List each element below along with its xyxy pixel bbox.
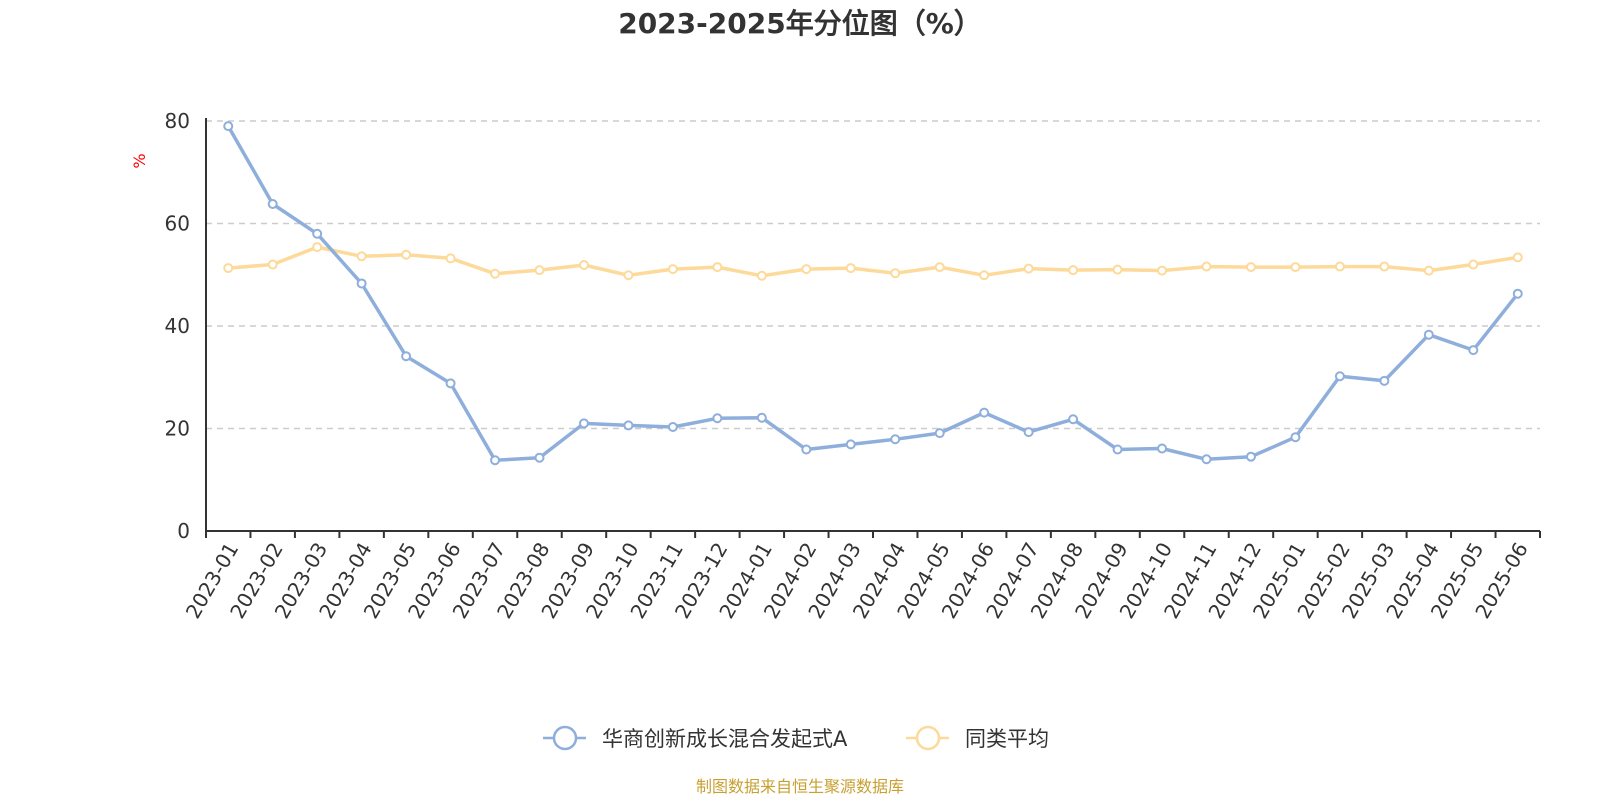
- data-point[interactable]: [1379, 261, 1390, 272]
- y-tick-label: 0: [177, 519, 190, 543]
- data-point[interactable]: [1245, 262, 1256, 273]
- data-source-note: 制图数据来自恒生聚源数据库: [696, 777, 904, 796]
- data-point[interactable]: [1334, 261, 1345, 272]
- chart-title: 2023-2025年分位图（%）: [618, 7, 982, 40]
- data-point[interactable]: [1023, 427, 1034, 438]
- data-point[interactable]: [845, 439, 856, 450]
- series-lines: [223, 121, 1523, 466]
- data-point[interactable]: [712, 262, 723, 273]
- data-point[interactable]: [534, 452, 545, 463]
- gridlines: [206, 120, 1540, 430]
- legend-circle-icon: [552, 725, 578, 751]
- series-fund: [223, 121, 1523, 466]
- data-point[interactable]: [1245, 451, 1256, 462]
- data-point[interactable]: [356, 278, 367, 289]
- data-point[interactable]: [490, 268, 501, 279]
- data-point[interactable]: [401, 351, 412, 362]
- data-point[interactable]: [845, 263, 856, 274]
- data-point[interactable]: [1068, 265, 1079, 276]
- data-point[interactable]: [890, 434, 901, 445]
- data-point[interactable]: [890, 268, 901, 279]
- data-point[interactable]: [1468, 259, 1479, 270]
- data-point[interactable]: [979, 270, 990, 281]
- data-point[interactable]: [1423, 265, 1434, 276]
- data-point[interactable]: [1512, 288, 1523, 299]
- data-point[interactable]: [1290, 262, 1301, 273]
- data-point[interactable]: [756, 412, 767, 423]
- data-point[interactable]: [1423, 329, 1434, 340]
- y-tick-label: 60: [165, 212, 190, 236]
- y-tick-label: 20: [165, 417, 190, 441]
- data-point[interactable]: [1157, 265, 1168, 276]
- data-point[interactable]: [534, 265, 545, 276]
- data-point[interactable]: [1157, 443, 1168, 454]
- data-point[interactable]: [934, 262, 945, 273]
- y-tick-label: 80: [165, 109, 190, 133]
- data-point[interactable]: [578, 418, 589, 429]
- data-point[interactable]: [578, 260, 589, 271]
- legend-label: 华商创新成长混合发起式A: [602, 727, 848, 751]
- data-point[interactable]: [1334, 371, 1345, 382]
- data-point[interactable]: [312, 242, 323, 253]
- data-point[interactable]: [801, 444, 812, 455]
- data-point[interactable]: [1112, 444, 1123, 455]
- legend: 华商创新成长混合发起式A 同类平均: [543, 725, 1049, 751]
- legend-item-fund[interactable]: 华商创新成长混合发起式A: [543, 725, 848, 751]
- series-average: [223, 242, 1523, 281]
- data-point[interactable]: [267, 259, 278, 270]
- data-point[interactable]: [1112, 264, 1123, 275]
- data-point[interactable]: [445, 378, 456, 389]
- data-point[interactable]: [445, 253, 456, 264]
- legend-circle-icon: [915, 725, 941, 751]
- legend-label: 同类平均: [965, 727, 1049, 751]
- data-point[interactable]: [490, 455, 501, 466]
- axes: 0204060802023-012023-022023-032023-04202…: [165, 109, 1541, 623]
- data-point[interactable]: [1379, 375, 1390, 386]
- data-point[interactable]: [267, 199, 278, 210]
- data-point[interactable]: [223, 263, 234, 274]
- data-point[interactable]: [356, 251, 367, 262]
- legend-item-average[interactable]: 同类平均: [906, 725, 1049, 751]
- data-point[interactable]: [801, 264, 812, 275]
- data-point[interactable]: [1512, 252, 1523, 263]
- data-point[interactable]: [623, 420, 634, 431]
- data-point[interactable]: [1068, 414, 1079, 425]
- y-axis-unit-label: %: [130, 153, 149, 168]
- series-line: [226, 125, 1520, 463]
- data-point[interactable]: [623, 270, 634, 281]
- data-point[interactable]: [1023, 263, 1034, 274]
- data-point[interactable]: [223, 121, 234, 132]
- y-tick-label: 40: [165, 314, 190, 338]
- series-line: [228, 245, 1519, 278]
- data-point[interactable]: [1201, 454, 1212, 465]
- data-point[interactable]: [667, 264, 678, 275]
- data-point[interactable]: [1468, 345, 1479, 356]
- data-point[interactable]: [979, 407, 990, 418]
- data-point[interactable]: [1201, 261, 1212, 272]
- data-point[interactable]: [712, 413, 723, 424]
- data-point[interactable]: [756, 270, 767, 281]
- data-point[interactable]: [667, 421, 678, 432]
- data-point[interactable]: [312, 228, 323, 239]
- data-point[interactable]: [401, 249, 412, 260]
- data-point[interactable]: [934, 428, 945, 439]
- data-point[interactable]: [1290, 432, 1301, 443]
